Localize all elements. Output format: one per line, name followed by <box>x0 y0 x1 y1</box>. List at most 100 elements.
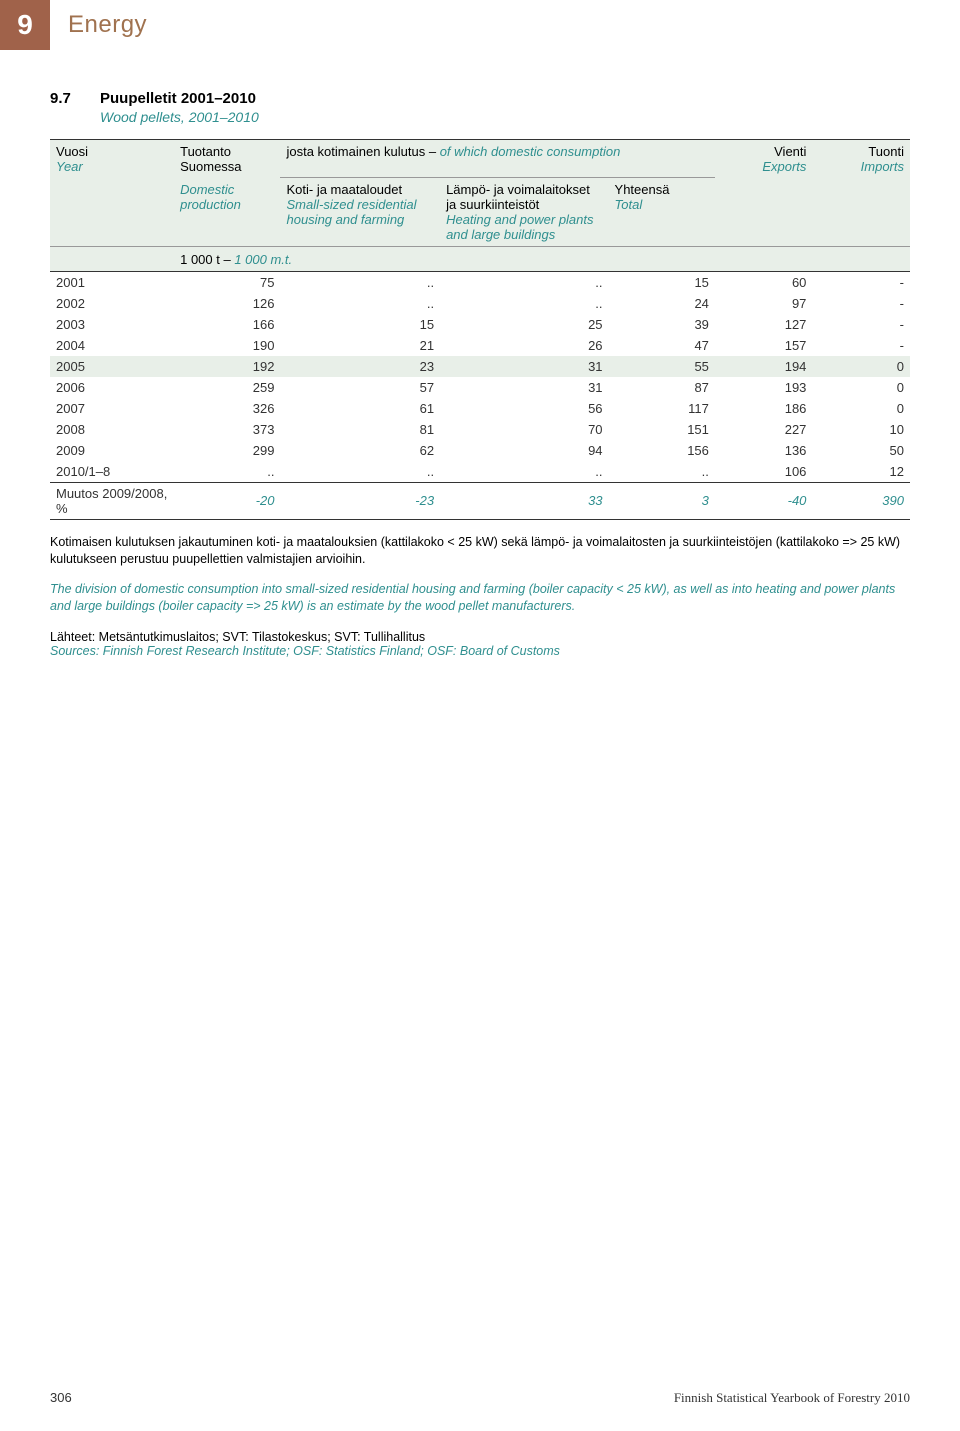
table-cell: .. <box>609 461 715 483</box>
col-koti-fi: Koti- ja maataloudet <box>286 182 402 197</box>
table-cell: 157 <box>715 335 813 356</box>
table-row: 2009299629415613650 <box>50 440 910 461</box>
table-cell: 190 <box>174 335 280 356</box>
page-number: 306 <box>50 1390 72 1406</box>
col-exports-fi: Vienti <box>774 144 806 159</box>
table-cell: .. <box>174 461 280 483</box>
chapter-header: 9 Energy <box>0 0 910 50</box>
col-small-en1: Small-sized residential <box>286 197 416 212</box>
table-cell: 326 <box>174 398 280 419</box>
col-year-en: Year <box>56 159 83 174</box>
table-cell: 127 <box>715 314 813 335</box>
table-row: 2003166152539127- <box>50 314 910 335</box>
page-footer: 306 Finnish Statistical Yearbook of Fore… <box>50 1390 910 1406</box>
table-cell: .. <box>280 293 440 314</box>
table-cell: - <box>812 314 910 335</box>
table-row: 2010/1–8........10612 <box>50 461 910 483</box>
table-cell: 2005 <box>50 356 174 377</box>
table-cell: 106 <box>715 461 813 483</box>
col-imports-fi: Tuonti <box>868 144 904 159</box>
table-cell: 61 <box>280 398 440 419</box>
table-cell: 87 <box>609 377 715 398</box>
table-cell: 2008 <box>50 419 174 440</box>
table-cell: 126 <box>174 293 280 314</box>
table-cell: .. <box>440 293 608 314</box>
table-cell: .. <box>280 461 440 483</box>
table-title-fi: Puupelletit 2001–2010 <box>100 90 256 107</box>
table-cell: 50 <box>812 440 910 461</box>
summary-c6: 390 <box>812 482 910 519</box>
table-number: 9.7 <box>50 90 100 107</box>
table-cell: 2007 <box>50 398 174 419</box>
summary-c2: -23 <box>280 482 440 519</box>
summary-c4: 3 <box>609 482 715 519</box>
table-cell: 186 <box>715 398 813 419</box>
summary-label: Muutos 2009/2008, % <box>50 482 174 519</box>
col-consumption-en: of which domestic consumption <box>440 144 621 159</box>
table-cell: 55 <box>609 356 715 377</box>
table-cell: 156 <box>609 440 715 461</box>
table-cell: 227 <box>715 419 813 440</box>
sources-en: Sources: Finnish Forest Research Institu… <box>50 644 910 658</box>
col-imports-en: Imports <box>861 159 904 174</box>
table-row: 20051922331551940 <box>50 356 910 377</box>
book-title: Finnish Statistical Yearbook of Forestry… <box>674 1390 910 1406</box>
table-cell: 94 <box>440 440 608 461</box>
col-domestic-en1: Domestic <box>180 182 234 197</box>
table-cell: 57 <box>280 377 440 398</box>
table-cell: 0 <box>812 398 910 419</box>
unit-fi: 1 000 t – <box>180 252 234 267</box>
chapter-title: Energy <box>68 11 147 39</box>
sources-fi: Lähteet: Metsäntutkimuslaitos; SVT: Tila… <box>50 630 910 644</box>
table-cell: - <box>812 271 910 293</box>
table-cell: 2004 <box>50 335 174 356</box>
unit-en: 1 000 m.t. <box>234 252 292 267</box>
table-row: 2004190212647157- <box>50 335 910 356</box>
table-cell: 81 <box>280 419 440 440</box>
table-cell: 39 <box>609 314 715 335</box>
table-cell: 373 <box>174 419 280 440</box>
col-year-fi: Vuosi <box>56 144 88 159</box>
col-total-en: Total <box>615 197 643 212</box>
table-cell: .. <box>440 271 608 293</box>
col-lampo-fi1: Lämpö- ja voimalaitokset <box>446 182 590 197</box>
col-prod-fi1: Tuotanto <box>180 144 231 159</box>
col-small-en2: housing and farming <box>286 212 404 227</box>
col-total-fi: Yhteensä <box>615 182 670 197</box>
summary-c1: -20 <box>174 482 280 519</box>
table-row: 2008373817015122710 <box>50 419 910 440</box>
table-cell: 21 <box>280 335 440 356</box>
table-cell: 192 <box>174 356 280 377</box>
table-cell: 25 <box>440 314 608 335</box>
table-cell: 97 <box>715 293 813 314</box>
table-cell: 47 <box>609 335 715 356</box>
table-cell: 56 <box>440 398 608 419</box>
col-consumption-fi: josta kotimainen kulutus – <box>286 144 439 159</box>
table-cell: 24 <box>609 293 715 314</box>
summary-c3: 33 <box>440 482 608 519</box>
table-row: 200175....1560- <box>50 271 910 293</box>
table-cell: 2010/1–8 <box>50 461 174 483</box>
table-row: 200732661561171860 <box>50 398 910 419</box>
table-cell: 31 <box>440 356 608 377</box>
table-cell: - <box>812 293 910 314</box>
col-domestic-en2: production <box>180 197 241 212</box>
table-cell: 136 <box>715 440 813 461</box>
table-row: 2002126....2497- <box>50 293 910 314</box>
table-cell: 259 <box>174 377 280 398</box>
table-cell: 23 <box>280 356 440 377</box>
table-title-en: Wood pellets, 2001–2010 <box>100 109 910 125</box>
table-cell: 0 <box>812 356 910 377</box>
table-cell: 62 <box>280 440 440 461</box>
table-cell: 117 <box>609 398 715 419</box>
table-cell: 2009 <box>50 440 174 461</box>
table-row: 20062595731871930 <box>50 377 910 398</box>
table-cell: .. <box>440 461 608 483</box>
summary-c5: -40 <box>715 482 813 519</box>
table-cell: 12 <box>812 461 910 483</box>
table-cell: 10 <box>812 419 910 440</box>
note-fi: Kotimaisen kulutuksen jakautuminen koti-… <box>50 534 910 569</box>
table-cell: 75 <box>174 271 280 293</box>
table-cell: 2003 <box>50 314 174 335</box>
table-cell: 193 <box>715 377 813 398</box>
